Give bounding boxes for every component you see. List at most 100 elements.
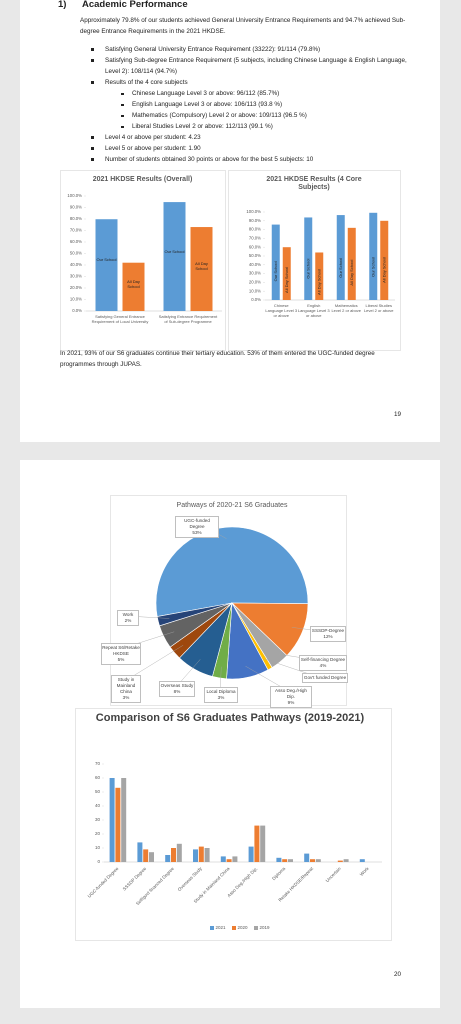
slice-label: UGC-funded Degree 53% <box>175 516 219 538</box>
slice-label: Study in Mainland China 3% <box>111 675 141 703</box>
bar <box>204 848 210 862</box>
bar <box>232 856 238 862</box>
bar <box>143 849 149 862</box>
y-tick-label: 30.0% <box>249 271 261 276</box>
sub-bullet: Mathematics (Compulsory) Level 2 or abov… <box>121 110 408 121</box>
bar <box>282 859 288 862</box>
slice-name: Overseas Study <box>160 683 194 688</box>
slice-value: 9% <box>287 699 295 705</box>
bar <box>163 202 186 311</box>
bar <box>336 215 345 300</box>
legend-swatch <box>210 926 214 930</box>
chart-title: Pathways of 2020-21 S6 Graduates <box>176 502 288 509</box>
legend-label: 2021 <box>216 925 227 930</box>
bar <box>288 859 293 862</box>
y-tick-label: 40.0% <box>249 262 261 267</box>
slice-label: Overseas Study 8% <box>159 681 195 697</box>
slice-name: Repeat S6/Retake HKDSE <box>102 645 140 656</box>
bar-label: All Day School <box>195 261 208 272</box>
chart-frame <box>75 708 392 941</box>
y-tick-label: 50 <box>95 789 101 794</box>
bar <box>359 859 365 862</box>
bar <box>220 856 226 862</box>
chart-title: 2021 HKDSE Results (Overall) <box>92 176 193 183</box>
page-number: 19 <box>394 411 402 418</box>
x-tick-label: Satisfying General Entrance Requirement … <box>91 314 149 324</box>
y-tick-label: 90.0% <box>70 205 82 210</box>
y-tick-label: 50.0% <box>249 253 261 258</box>
y-tick-label: 60.0% <box>249 244 261 249</box>
slice-label: SSSDP-Degree 12% <box>310 626 346 642</box>
chart-frame <box>60 170 226 351</box>
y-tick-label: 30.0% <box>70 274 82 279</box>
bar <box>282 247 291 300</box>
sub-bullet: Chinese Language Level 3 or above: 96/11… <box>121 88 408 99</box>
slice-label: Local Diploma 3% <box>204 687 238 703</box>
y-tick-label: 40 <box>95 803 101 808</box>
y-tick-label: 80.0% <box>70 216 82 221</box>
closing-paragraph: In 2021, 93% of our S6 graduates continu… <box>60 350 375 368</box>
bar <box>260 825 266 862</box>
y-tick-label: 10.0% <box>249 288 261 293</box>
bar <box>198 846 204 862</box>
slice-value: 3% <box>122 694 130 700</box>
heading-number: 1) <box>58 0 67 10</box>
slice-value: 3% <box>217 694 225 700</box>
bar-label: All Day School <box>316 269 321 295</box>
bar-label: All Day School <box>381 257 386 283</box>
bar <box>304 217 313 300</box>
bar <box>121 778 127 862</box>
x-tick-label: Chinese Language Level 3 or above <box>265 303 298 318</box>
bar-label: All Day School <box>284 267 289 293</box>
slice-name: Study in Mainland China <box>116 677 136 694</box>
heading: Academic Performance <box>82 0 188 10</box>
bar <box>171 848 176 862</box>
slice-label: Repeat S6/Retake HKDSE 5% <box>101 643 141 665</box>
slice-label: Gov't funded Degree <box>302 673 348 683</box>
pie-slice <box>155 526 309 617</box>
bar-label: All Day School <box>127 278 140 290</box>
bar <box>315 859 321 862</box>
bullet: Number of students obtained 30 points or… <box>91 154 408 165</box>
y-tick-label: 50.0% <box>70 251 82 256</box>
chart-frame <box>110 495 347 706</box>
bar-label: All Day School <box>349 259 354 285</box>
bar <box>380 220 389 300</box>
y-tick-label: 90.0% <box>249 218 261 223</box>
bar-label: Our School <box>273 261 278 281</box>
slice-label: Work 2% <box>117 610 139 626</box>
slice-name: Gov't funded Degree <box>303 675 347 680</box>
bar <box>165 855 171 862</box>
pie-slice <box>156 602 233 627</box>
bar <box>115 787 121 862</box>
slice-name: Work <box>122 612 134 617</box>
chart-title: 2021 HKDSE Results (4 Core Subjects) <box>266 176 362 192</box>
x-tick-label: Liberal Studies Level 2 or above <box>363 303 394 313</box>
bar <box>347 227 356 300</box>
bar <box>248 846 254 862</box>
y-tick-label: 100.0% <box>67 193 82 198</box>
sub-bullet: English Language Level 3 or above: 106/1… <box>121 99 408 110</box>
y-tick-label: 100.0% <box>246 209 261 214</box>
x-tick-label: Work <box>359 865 370 876</box>
bar <box>109 778 115 862</box>
bar <box>149 852 154 862</box>
y-tick-label: 0.0% <box>251 297 261 302</box>
y-tick-label: 20.0% <box>70 285 82 290</box>
y-tick-label: 40.0% <box>70 262 82 267</box>
y-tick-label: 0 <box>97 859 100 864</box>
slice-name: UGC-funded Degree <box>184 518 210 529</box>
bar <box>315 252 324 300</box>
slice-name: Asso Deg./High Dip. <box>275 688 307 699</box>
bar <box>271 224 280 300</box>
x-tick-label: Mathematics Level 2 or above <box>331 303 362 313</box>
bar <box>254 825 260 862</box>
chart-title: Comparison of S6 Graduates Pathways (201… <box>95 712 365 724</box>
bar <box>337 860 343 862</box>
slice-value: 53% <box>192 529 202 535</box>
page-number: 20 <box>394 971 402 978</box>
y-tick-label: 60 <box>95 775 101 780</box>
bullet: Level 5 or above per student: 1.90 <box>91 143 408 154</box>
